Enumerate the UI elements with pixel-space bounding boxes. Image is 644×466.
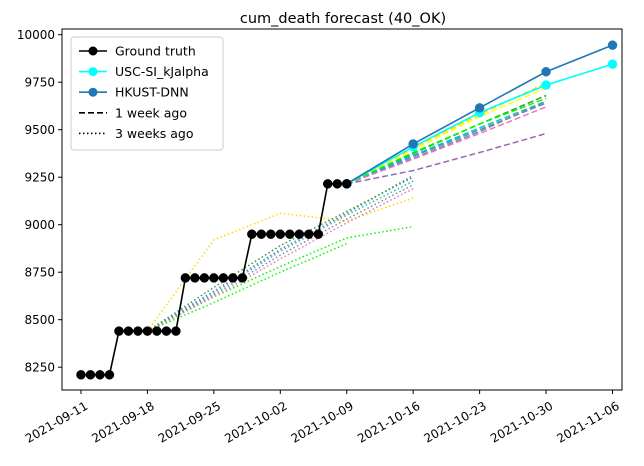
- data-point-ground-truth: [161, 326, 172, 336]
- data-point-ground-truth: [304, 229, 314, 239]
- data-point-ground-truth: [247, 229, 257, 239]
- data-point-hkust-dnn: [408, 139, 418, 149]
- y-tick-label: 8750: [24, 266, 55, 280]
- y-tick-label: 10000: [17, 28, 55, 42]
- y-tick-label: 8500: [24, 313, 55, 327]
- y-tick-label: 8250: [24, 361, 55, 375]
- data-point-usc-si-kjalpha: [541, 80, 551, 90]
- data-point-ground-truth: [133, 326, 143, 336]
- series-line-forecast-4: [346, 87, 547, 185]
- data-point-usc-si-kjalpha: [607, 59, 618, 69]
- y-tick-label: 9250: [24, 171, 55, 185]
- legend-swatch-marker: [88, 67, 98, 77]
- plot-frame: [61, 28, 623, 391]
- legend-label: HKUST-DNN: [115, 85, 189, 100]
- data-point-ground-truth: [85, 370, 96, 380]
- data-point-ground-truth: [171, 326, 181, 336]
- legend-label: 1 week ago: [115, 105, 187, 120]
- data-point-ground-truth: [95, 370, 105, 380]
- series-line-forecast-12: [146, 197, 414, 332]
- data-point-hkust-dnn: [607, 40, 618, 50]
- data-point-ground-truth: [142, 326, 153, 336]
- y-tick-label: 9500: [24, 123, 55, 137]
- data-point-ground-truth: [341, 179, 352, 189]
- legend-label: USC-SI_kJalpha: [115, 64, 209, 79]
- data-point-hkust-dnn: [474, 103, 485, 113]
- y-tick-label: 9750: [24, 76, 55, 90]
- data-point-ground-truth: [190, 273, 200, 283]
- data-point-ground-truth: [285, 229, 295, 239]
- series-line-forecast-14: [147, 243, 348, 332]
- legend-label: 3 weeks ago: [115, 126, 194, 141]
- data-point-ground-truth: [237, 273, 248, 283]
- data-point-ground-truth: [123, 326, 134, 336]
- data-point-ground-truth: [313, 229, 324, 239]
- data-point-ground-truth: [228, 273, 238, 283]
- data-point-ground-truth: [199, 273, 210, 283]
- data-point-ground-truth: [294, 229, 305, 239]
- legend: Ground truth USC-SI_kJalpha HKUST-DNN 1 wee…: [70, 36, 224, 151]
- series-line-forecast-18: [147, 176, 414, 332]
- data-point-ground-truth: [218, 273, 229, 283]
- legend-label: Ground truth: [115, 44, 196, 59]
- data-point-ground-truth: [332, 179, 343, 189]
- data-point-ground-truth: [256, 229, 267, 239]
- data-point-ground-truth: [323, 179, 333, 189]
- data-point-ground-truth: [266, 229, 276, 239]
- data-point-ground-truth: [76, 370, 86, 380]
- y-tick-label: 9000: [24, 218, 55, 232]
- data-point-hkust-dnn: [541, 67, 551, 77]
- data-point-ground-truth: [104, 370, 115, 380]
- series-line-forecast-11: [346, 132, 547, 185]
- legend-swatch-marker: [88, 87, 98, 97]
- series-line-forecast-10: [346, 97, 547, 185]
- data-point-ground-truth: [152, 326, 162, 336]
- data-point-ground-truth: [275, 229, 286, 239]
- data-point-ground-truth: [180, 273, 191, 283]
- chart-title: cum_death forecast (40_OK): [240, 11, 446, 27]
- series-group: [76, 40, 618, 380]
- legend-box: [70, 36, 224, 151]
- series-line-forecast-19: [147, 184, 414, 332]
- data-point-ground-truth: [209, 273, 219, 283]
- legend-swatch-marker: [88, 46, 98, 56]
- data-point-ground-truth: [114, 326, 124, 336]
